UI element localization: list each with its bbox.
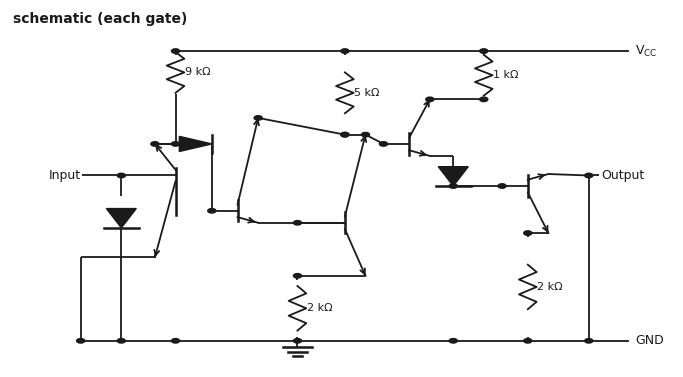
- Circle shape: [341, 49, 349, 53]
- Circle shape: [426, 97, 434, 101]
- Circle shape: [380, 142, 387, 146]
- Circle shape: [341, 132, 349, 137]
- Circle shape: [117, 339, 126, 343]
- Circle shape: [171, 49, 180, 53]
- Circle shape: [524, 231, 532, 235]
- Circle shape: [254, 116, 262, 120]
- Circle shape: [341, 132, 349, 137]
- Text: 9 kΩ: 9 kΩ: [185, 67, 210, 77]
- Polygon shape: [180, 136, 212, 152]
- Circle shape: [294, 221, 301, 225]
- Circle shape: [151, 142, 159, 146]
- Text: 2 kΩ: 2 kΩ: [307, 303, 333, 313]
- Text: 2 kΩ: 2 kΩ: [538, 282, 563, 292]
- Text: schematic (each gate): schematic (each gate): [13, 12, 187, 26]
- Circle shape: [585, 339, 593, 343]
- Circle shape: [585, 173, 593, 178]
- Polygon shape: [107, 208, 137, 228]
- Circle shape: [171, 339, 180, 343]
- Text: GND: GND: [635, 334, 664, 347]
- Text: 5 kΩ: 5 kΩ: [354, 88, 380, 98]
- Circle shape: [361, 132, 370, 137]
- Circle shape: [498, 184, 506, 188]
- Circle shape: [449, 184, 458, 188]
- Text: V$_\mathregular{CC}$: V$_\mathregular{CC}$: [635, 43, 657, 58]
- Circle shape: [171, 142, 180, 146]
- Text: Input: Input: [48, 169, 81, 182]
- Circle shape: [479, 97, 488, 101]
- Polygon shape: [438, 167, 469, 186]
- Circle shape: [294, 339, 301, 343]
- Circle shape: [208, 208, 216, 213]
- Circle shape: [117, 173, 126, 178]
- Text: Output: Output: [601, 169, 644, 182]
- Circle shape: [76, 339, 85, 343]
- Circle shape: [479, 49, 488, 53]
- Circle shape: [449, 339, 458, 343]
- Circle shape: [524, 339, 532, 343]
- Text: 1 kΩ: 1 kΩ: [493, 70, 519, 80]
- Circle shape: [294, 274, 301, 278]
